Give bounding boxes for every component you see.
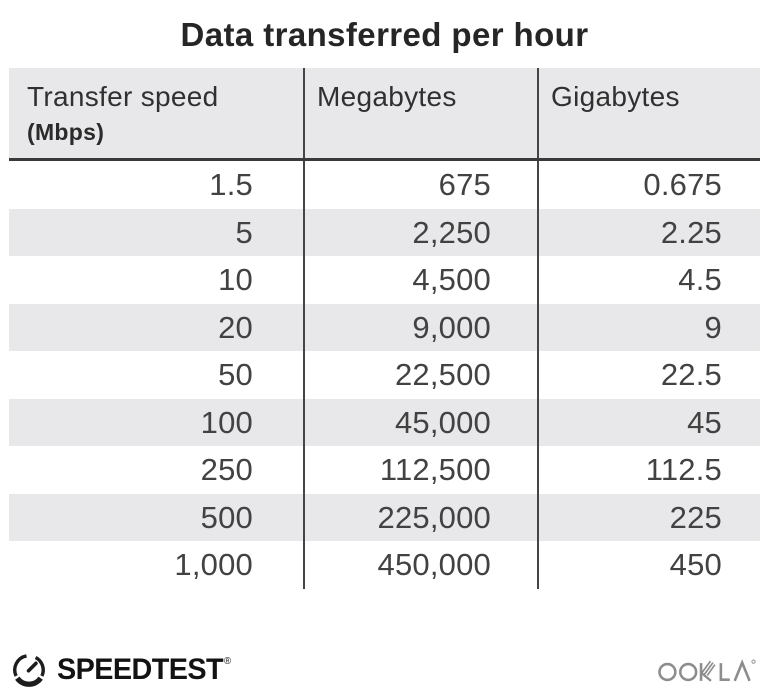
speedtest-gauge-icon — [13, 654, 45, 687]
table-row: 10 4,500 4.5 — [9, 256, 760, 304]
cell-megabytes: 22,500 — [303, 351, 537, 399]
table-row: 20 9,000 9 — [9, 303, 760, 351]
cell-megabytes: 4,500 — [303, 256, 537, 304]
header-cell-megabytes: Megabytes — [303, 68, 537, 158]
cell-megabytes: 2,250 — [303, 208, 537, 256]
data-table: Transfer speed (Mbps) Megabytes Gigabyte… — [9, 68, 760, 589]
registered-trademark-icon: ® — [224, 656, 231, 667]
cell-transfer-speed: 5 — [235, 214, 253, 250]
cell-gigabytes: 112.5 — [537, 446, 760, 494]
table-row: 1,000 450,000 450 — [9, 541, 760, 589]
header-cell-transfer-speed: Transfer speed (Mbps) — [9, 68, 303, 158]
cell-megabytes: 675 — [303, 161, 537, 209]
speedtest-wordmark-text: SPEEDTEST — [57, 653, 224, 686]
cell-gigabytes: 4.5 — [537, 256, 760, 304]
table-header: Transfer speed (Mbps) Megabytes Gigabyte… — [9, 68, 760, 161]
header-label-megabytes: Megabytes — [317, 81, 457, 112]
cell-transfer-speed: 250 — [200, 452, 253, 487]
cell-gigabytes: 450 — [537, 541, 760, 589]
speedtest-logo: SPEEDTEST® — [10, 651, 238, 689]
cell-gigabytes: 22.5 — [537, 351, 760, 399]
cell-megabytes: 112,500 — [303, 446, 537, 494]
table-body: 1.5 675 0.675 5 2,250 2.25 10 4,500 4.5 … — [9, 161, 760, 589]
header-label-gigabytes: Gigabytes — [551, 81, 680, 112]
table-row: 50 22,500 22.5 — [9, 351, 760, 399]
cell-gigabytes: 0.675 — [537, 161, 760, 209]
cell-transfer-speed: 500 — [200, 499, 253, 535]
cell-gigabytes: 2.25 — [537, 208, 760, 256]
header-label-transfer-speed: Transfer speed — [27, 81, 219, 112]
footer: SPEEDTEST® — [10, 649, 757, 691]
cell-gigabytes: 9 — [537, 303, 760, 351]
header-unit-mbps: (Mbps) — [27, 119, 105, 145]
cell-transfer-speed: 50 — [218, 357, 253, 392]
speedtest-wordmark: SPEEDTEST® — [57, 653, 231, 687]
cell-gigabytes: 225 — [537, 493, 760, 541]
cell-megabytes: 225,000 — [303, 493, 537, 541]
table-row: 100 45,000 45 — [9, 398, 760, 446]
ookla-wordmark-icon — [658, 658, 756, 682]
cell-gigabytes: 45 — [537, 398, 760, 446]
cell-megabytes: 450,000 — [303, 541, 537, 589]
cell-megabytes: 45,000 — [303, 398, 537, 446]
cell-transfer-speed: 1.5 — [209, 167, 253, 202]
cell-transfer-speed: 10 — [218, 262, 253, 297]
cell-transfer-speed: 100 — [200, 404, 253, 440]
page-title: Data transferred per hour — [180, 16, 589, 53]
table-row: 500 225,000 225 — [9, 493, 760, 541]
table-row: 250 112,500 112.5 — [9, 446, 760, 494]
cell-transfer-speed: 1,000 — [174, 547, 253, 582]
cell-transfer-speed: 20 — [218, 309, 253, 345]
table-row: 5 2,250 2.25 — [9, 208, 760, 256]
table-row: 1.5 675 0.675 — [9, 161, 760, 209]
header-cell-gigabytes: Gigabytes — [537, 68, 760, 158]
cell-megabytes: 9,000 — [303, 303, 537, 351]
